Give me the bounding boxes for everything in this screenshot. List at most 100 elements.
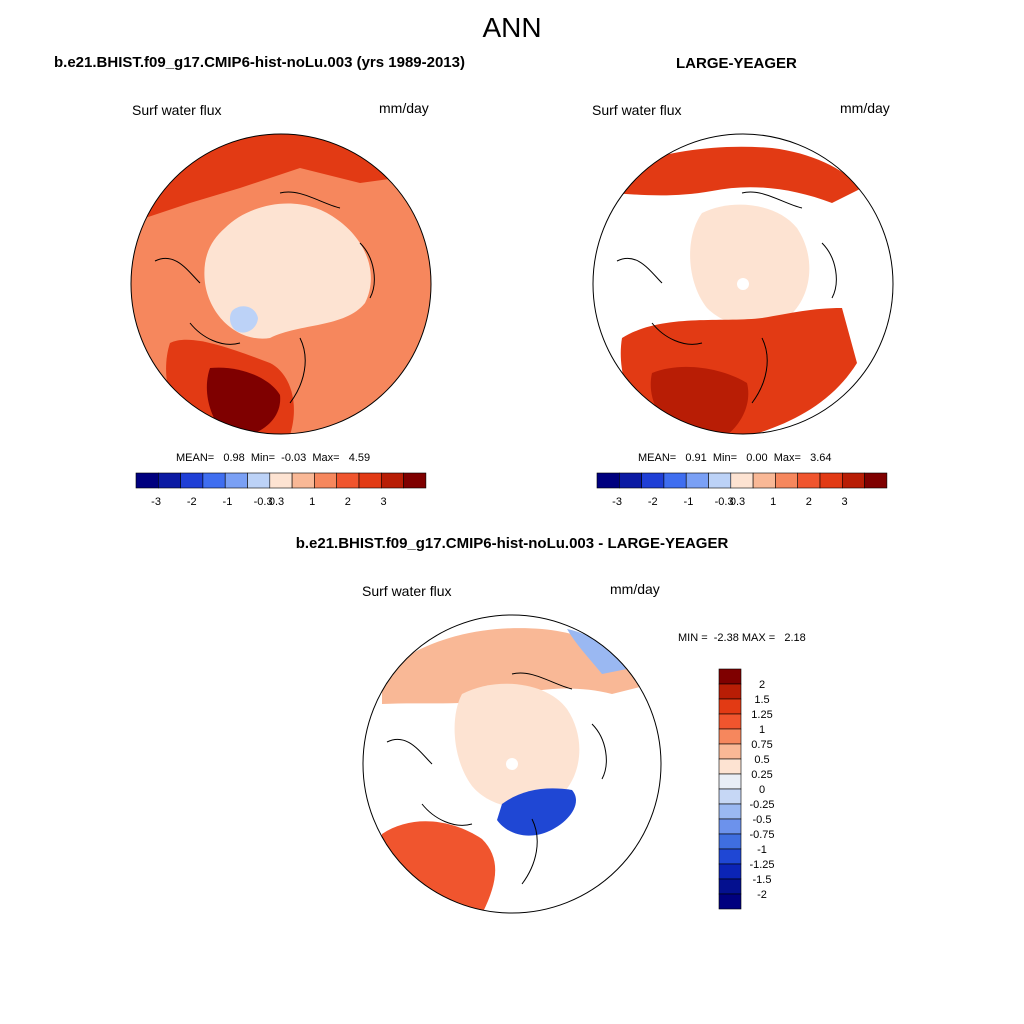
panel1-map-border <box>130 133 432 435</box>
panel3-colorbar-swatch <box>718 713 742 730</box>
panel2-map-border <box>592 133 894 435</box>
panel1-colorbar-tick-label: 0.3 <box>269 496 284 508</box>
panel3-colorbar-swatch <box>718 893 742 910</box>
panel3-colorbar-tick-label: -0.75 <box>749 829 774 841</box>
panel1-greenland-low <box>229 306 258 333</box>
panel3-colorbar-tick-label: -1.5 <box>753 874 772 886</box>
panel2-colorbar-swatch <box>618 472 642 489</box>
panel3-colorbar-swatch <box>718 818 742 835</box>
panel2-colorbar-swatch <box>663 472 687 489</box>
panel2-colorbar-tick-label: -3 <box>612 496 622 508</box>
panel2-colorbar-swatch <box>752 472 776 489</box>
panel3-colorbar-swatch <box>718 683 742 700</box>
panel3-colorbar-swatch <box>718 668 742 685</box>
panel2-pacific-flux <box>612 146 862 203</box>
panel1-colorbar-tick-label: -1 <box>223 496 233 508</box>
panel3-colorbar-tick-label: 0.25 <box>751 769 772 781</box>
panel2-colorbar-swatch <box>842 472 865 489</box>
panel3-coastlines <box>386 672 607 885</box>
panel1-strong-flux-region <box>131 134 431 223</box>
panel2-units-label: mm/day <box>840 100 890 116</box>
panel2-colorbar-swatch <box>685 472 709 489</box>
panel2-colorbar-swatch <box>819 472 843 489</box>
panel2-colorbar-tick-label: -1 <box>684 496 694 508</box>
panel2-colorbar-swatch <box>641 472 665 489</box>
panel3-colorbar-tick-label: -0.25 <box>749 799 774 811</box>
panel1-north-atlantic-peak <box>206 367 281 434</box>
panel3-negative-diff <box>497 788 576 836</box>
panel3-negative-diff-pacific <box>567 629 627 674</box>
panel1-colorbar-swatch <box>381 472 404 489</box>
panel2-colorbar-swatch <box>730 472 754 489</box>
panel1-colorbar-swatch <box>403 472 427 489</box>
panel2-colorbar-tick-label: 2 <box>806 496 812 508</box>
panel3-map-border <box>362 614 662 914</box>
figure-title: ANN <box>482 12 542 43</box>
panel2-coastlines <box>616 191 837 404</box>
panel2-arctic-ocean-flux <box>690 204 810 327</box>
panel2-pole-hole <box>737 278 749 290</box>
panel1-colorbar-tick-label: 2 <box>345 496 351 508</box>
panel3-pole-hole <box>506 758 518 770</box>
panel2-north-atlantic-peak <box>650 366 749 434</box>
panel1-colorbar: -3 -2 -1 -0.30.3 1 2 3 <box>135 472 427 508</box>
panel2-colorbar-swatch <box>708 472 732 489</box>
panel1-stats: MEAN= 0.98 Min= -0.03 Max= 4.59 <box>176 452 371 464</box>
panel3-colorbar-tick-label: 1 <box>759 724 765 736</box>
panel2-variable-label: Surf water flux <box>592 102 682 118</box>
panel3-colorbar-tick-label: 0.5 <box>754 754 769 766</box>
panel3-colorbar-swatch <box>718 743 742 760</box>
panel1-coastlines <box>154 191 375 404</box>
panel3-stats: MIN = -2.38 MAX = 2.18 <box>678 632 806 644</box>
panel2-colorbar-swatch <box>864 472 888 489</box>
panel1-variable-label: Surf water flux <box>132 102 222 118</box>
panel3-colorbar-tick-label: -1.25 <box>749 859 774 871</box>
panel3-colorbar-tick-label: -0.5 <box>753 814 772 826</box>
panel3-polar-map <box>362 614 662 914</box>
panel1-colorbar-swatch <box>157 472 181 489</box>
panel2-colorbar-swatch <box>596 472 620 489</box>
panel1-arctic-low-flux <box>204 203 371 339</box>
panel3-colorbar-swatch <box>718 698 742 715</box>
panel3-colorbar-tick-label: 1.25 <box>751 709 772 721</box>
panel3-arctic-diff <box>454 683 580 808</box>
panel3-case-title: b.e21.BHIST.f09_g17.CMIP6-hist-noLu.003 … <box>295 535 729 552</box>
panel3-colorbar-swatch <box>718 728 742 745</box>
panel2-stats: MEAN= 0.91 Min= 0.00 Max= 3.64 <box>638 452 832 464</box>
panel1-colorbar-swatch <box>180 472 204 489</box>
panel1-colorbar-swatch <box>314 472 337 489</box>
panel1-colorbar-swatch <box>135 472 159 489</box>
panel2-colorbar: -3 -2 -1 -0.30.3 1 2 3 <box>596 472 888 508</box>
panel1-colorbar-swatch <box>269 472 293 489</box>
panel2-colorbar-swatch <box>797 472 821 489</box>
panel2-colorbar-tick-label: 0.3 <box>730 496 745 508</box>
panel1-colorbar-tick-label: -3 <box>151 496 161 508</box>
panel3-colorbar-swatch <box>718 803 742 820</box>
panel3-colorbar-tick-label: 0.75 <box>751 739 772 751</box>
panel1-colorbar-tick-label: 3 <box>380 496 386 508</box>
panel3-colorbar-tick-label: 2 <box>759 679 765 691</box>
panel2-colorbar-tick-label: 1 <box>770 496 776 508</box>
panel3-colorbar-swatch <box>718 758 742 775</box>
panel3-colorbar-tick-label: -2 <box>757 889 767 901</box>
panel3-variable-label: Surf water flux <box>362 583 452 599</box>
panel3-units-label: mm/day <box>610 581 660 597</box>
panel2-colorbar-tick-label: -2 <box>648 496 658 508</box>
panel1-units-label: mm/day <box>379 100 429 116</box>
panel1-colorbar-swatch <box>336 472 360 489</box>
panel1-colorbar-swatch <box>358 472 382 489</box>
panel1-colorbar-swatch <box>291 472 315 489</box>
panel1-colorbar-swatch <box>247 472 271 489</box>
panel1-colorbar-tick-label: -2 <box>187 496 197 508</box>
panel2-polar-map <box>592 133 894 435</box>
panel3-colorbar-swatch <box>718 833 742 850</box>
panel3-colorbar-tick-label: 0 <box>759 784 765 796</box>
panel2-case-title: LARGE-YEAGER <box>676 55 797 72</box>
panel3-colorbar-swatch <box>718 863 742 880</box>
panel3-colorbar-swatch <box>718 878 742 895</box>
panel2-colorbar-tick-label: 3 <box>841 496 847 508</box>
panel1-polar-map <box>130 133 432 435</box>
panel1-colorbar-tick-label: -0.3 <box>254 496 273 508</box>
panel2-colorbar-tick-label: -0.3 <box>715 496 734 508</box>
panel1-colorbar-tick-label: 1 <box>309 496 315 508</box>
